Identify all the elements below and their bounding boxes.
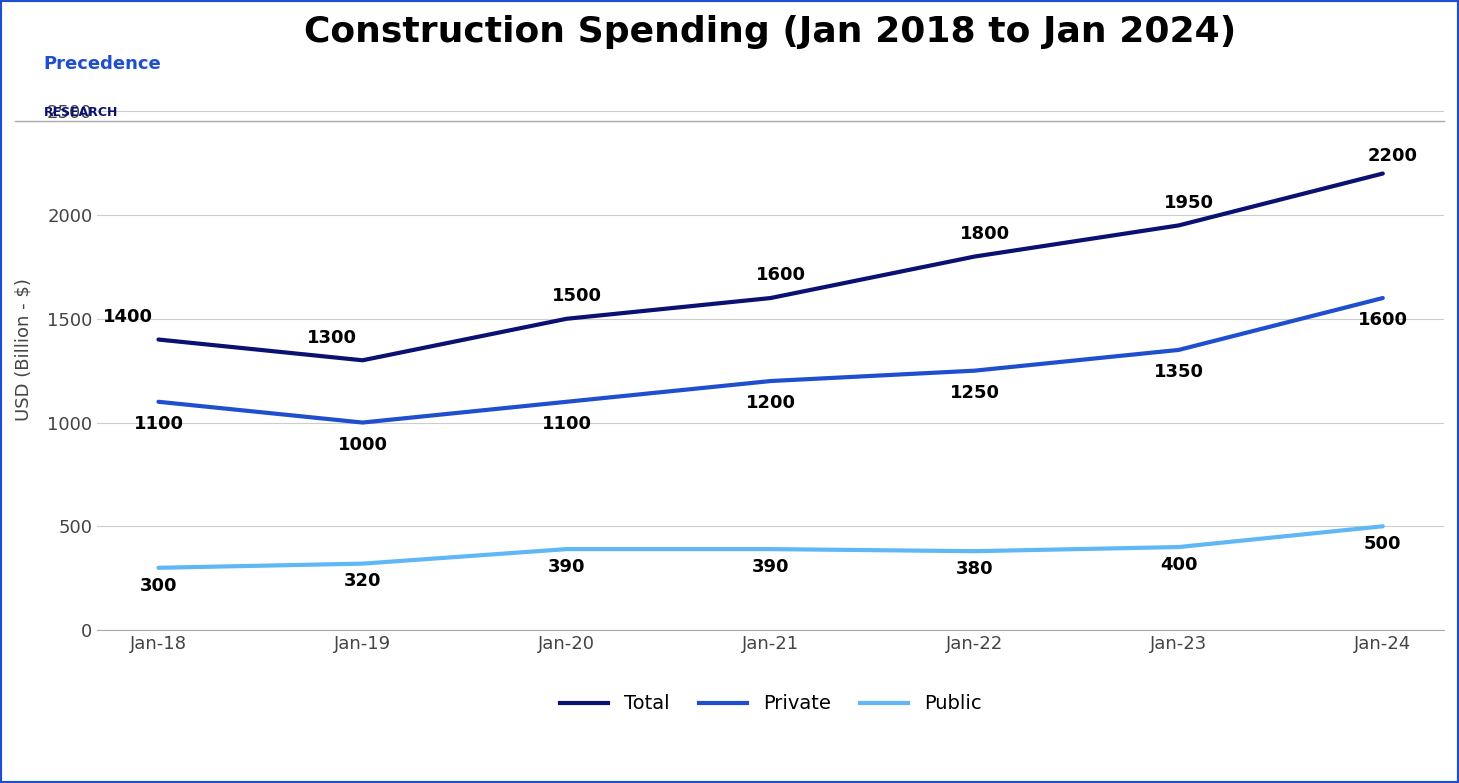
Text: 400: 400 — [1160, 556, 1198, 574]
Text: 1800: 1800 — [960, 225, 1010, 243]
Text: 1100: 1100 — [541, 415, 591, 433]
Text: 1000: 1000 — [337, 435, 388, 453]
Legend: Total, Private, Public: Total, Private, Public — [552, 687, 989, 721]
Text: 390: 390 — [547, 558, 585, 576]
Text: 500: 500 — [1364, 535, 1402, 553]
Text: 320: 320 — [344, 572, 381, 590]
Text: 300: 300 — [140, 576, 177, 594]
Text: 1950: 1950 — [1164, 193, 1214, 211]
Text: 1100: 1100 — [133, 415, 184, 433]
Text: 1500: 1500 — [552, 287, 601, 305]
Text: 1300: 1300 — [306, 329, 357, 347]
Text: 390: 390 — [751, 558, 789, 576]
Title: Construction Spending (Jan 2018 to Jan 2024): Construction Spending (Jan 2018 to Jan 2… — [305, 15, 1237, 49]
Text: RESEARCH: RESEARCH — [44, 106, 118, 119]
Text: 1200: 1200 — [746, 394, 795, 412]
Text: 2200: 2200 — [1369, 147, 1418, 165]
Text: 1400: 1400 — [102, 308, 153, 326]
Text: 1250: 1250 — [950, 384, 999, 402]
Text: 1350: 1350 — [1154, 363, 1204, 381]
Text: 380: 380 — [956, 560, 994, 578]
Y-axis label: USD (Billion - $): USD (Billion - $) — [15, 279, 34, 421]
Text: 1600: 1600 — [756, 266, 805, 284]
Text: Precedence: Precedence — [44, 55, 162, 73]
Text: 1600: 1600 — [1358, 311, 1408, 329]
